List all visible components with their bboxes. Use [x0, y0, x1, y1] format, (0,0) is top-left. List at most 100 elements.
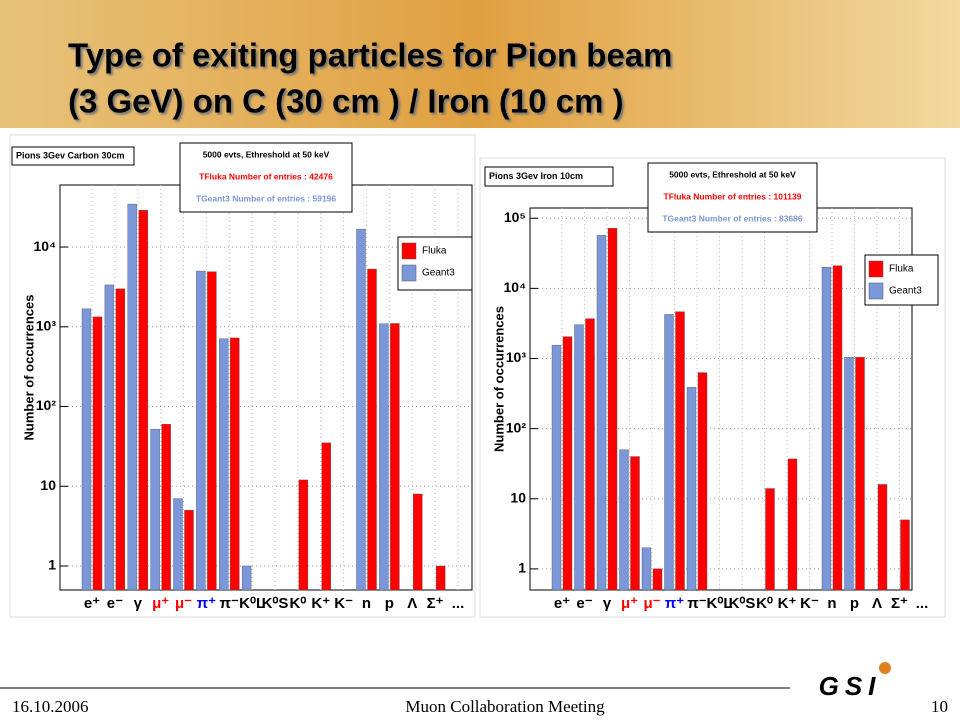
bar: [877, 484, 888, 591]
y-tick-label: 10: [510, 489, 526, 505]
x-tick-label: γ: [134, 595, 143, 612]
stats-line: 5000 evts, Ethreshold at 50 keV: [669, 169, 796, 179]
bar: [379, 323, 389, 591]
x-tick-label: μ⁺: [152, 595, 169, 612]
x-tick-label: p: [850, 595, 859, 612]
bar: [765, 488, 775, 591]
bar: [652, 568, 663, 591]
bar: [664, 314, 674, 591]
header-banner: [0, 0, 960, 128]
x-tick-label: Λ: [407, 595, 417, 612]
bar: [585, 318, 595, 591]
bar: [697, 372, 708, 591]
bar: [686, 386, 697, 591]
x-tick-label: Σ⁺: [427, 595, 444, 612]
x-tick-label: K⁻: [334, 595, 353, 612]
bar: [821, 267, 832, 591]
x-tick-label: π⁻: [220, 595, 239, 612]
y-tick-label: 10⁵: [504, 209, 526, 225]
bar: [161, 424, 171, 591]
x-tick-label: μ⁻: [643, 595, 660, 612]
bar: [855, 357, 865, 591]
x-tick-label: K⁰L: [706, 595, 732, 612]
panel-title: Pions 3Gev Carbon 30cm: [16, 150, 125, 160]
x-tick-label: K⁰S: [262, 595, 289, 612]
y-axis-label: Number of occurrences: [21, 295, 36, 441]
stats-line: TGeant3 Number of entries : 59196: [196, 193, 337, 203]
stats-line: 5000 evts, Ethreshold at 50 keV: [203, 149, 330, 159]
x-tick-label: n: [827, 595, 836, 612]
bar: [435, 565, 446, 591]
stats-box: [647, 162, 818, 233]
bar: [207, 271, 217, 591]
legend-swatch: [868, 282, 884, 300]
bar: [367, 268, 377, 591]
y-tick-label: 10⁴: [504, 279, 527, 295]
bar: [241, 565, 252, 591]
x-tick-label: K⁻: [800, 595, 819, 612]
y-tick-label: 10²: [36, 397, 57, 413]
legend-label: Geant3: [889, 286, 922, 297]
legend-label: Geant3: [422, 268, 455, 279]
stats-line: TFluka Number of entries : 101139: [664, 191, 802, 201]
x-tick-label: K⁺: [778, 595, 797, 612]
bar: [787, 458, 798, 591]
y-tick-label: 10⁴: [34, 238, 57, 254]
y-tick-label: 1: [48, 557, 56, 573]
stats-box: [179, 142, 353, 213]
bar: [900, 519, 910, 591]
bar: [596, 235, 607, 591]
panel-title-box: [484, 166, 614, 187]
bar: [219, 338, 229, 591]
x-tick-label: e⁻: [576, 595, 592, 612]
x-tick-label: ...: [916, 595, 929, 612]
x-tick-label: π⁺: [665, 595, 684, 612]
bar: [607, 228, 618, 591]
x-tick-label: π⁺: [197, 595, 216, 612]
x-tick-label: Λ: [872, 595, 882, 612]
logo-dot: [879, 662, 891, 674]
legend-label: Fluka: [889, 264, 914, 275]
panel-title: Pions 3Gev Iron 10cm: [489, 171, 583, 181]
bar: [138, 209, 148, 591]
x-tick-label: p: [385, 595, 394, 612]
bar: [127, 203, 137, 591]
bar: [92, 316, 103, 591]
bar: [298, 479, 309, 591]
x-tick-label: n: [362, 595, 371, 612]
x-tick-label: μ⁻: [175, 595, 192, 612]
bar: [832, 265, 843, 591]
x-tick-label: μ⁺: [621, 595, 638, 612]
y-tick-label: 1: [518, 560, 526, 576]
bar: [390, 323, 400, 591]
slide-title: Type of exiting particles for Pion beam: [68, 37, 673, 74]
bar: [196, 270, 206, 591]
stats-line: TFluka Number of entries : 42476: [199, 171, 333, 181]
footer-date: 16.10.2006: [12, 697, 89, 716]
bar: [562, 336, 573, 591]
panel-title-box: [11, 146, 135, 166]
y-tick-label: 10³: [506, 349, 527, 365]
x-tick-label: K⁰: [289, 595, 306, 612]
bar: [150, 428, 160, 591]
x-tick-label: ...: [452, 595, 465, 612]
x-tick-label: e⁺: [554, 595, 570, 612]
legend-swatch: [401, 242, 417, 260]
bar: [574, 324, 584, 591]
bar: [675, 311, 685, 591]
bar: [551, 344, 562, 591]
x-tick-label: π⁻: [687, 595, 706, 612]
bar: [115, 288, 126, 591]
bar: [641, 547, 652, 591]
bar: [413, 493, 423, 591]
legend-label: Fluka: [422, 246, 447, 257]
bar: [81, 308, 92, 591]
y-tick-label: 10: [40, 477, 56, 493]
x-tick-label: K⁰S: [729, 595, 756, 612]
bar: [184, 510, 194, 591]
footer-page: 10: [931, 697, 948, 716]
x-tick-label: e⁺: [84, 595, 100, 612]
footer-meeting: Muon Collaboration Meeting: [405, 697, 605, 716]
